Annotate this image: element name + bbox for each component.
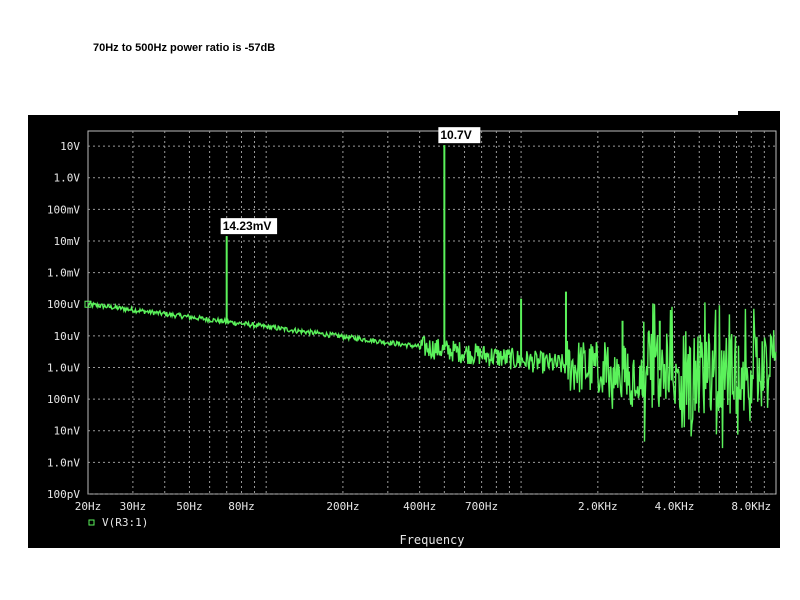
x-tick-label: 30Hz — [120, 500, 147, 513]
power-ratio-caption: 70Hz to 500Hz power ratio is -57dB — [93, 42, 276, 54]
y-tick-label: 10uV — [54, 330, 81, 343]
x-tick-label: 2.0KHz — [578, 500, 618, 513]
x-tick-label: 200Hz — [326, 500, 359, 513]
tick-label-layer: 10V 1.0V 100mV 10mV 1.0mV 100uV 10uV 1.0uV 100nV… — [47, 140, 771, 513]
grid-layer — [87, 130, 777, 495]
x-tick-label: 80Hz — [228, 500, 255, 513]
annotation-label: 14.23mV — [223, 219, 272, 233]
plot-frame — [87, 130, 777, 495]
y-tick-label: 10mV — [54, 235, 81, 248]
y-tick-label: 1.0uV — [47, 361, 80, 374]
window-edge-strip — [738, 111, 780, 115]
annotation-box — [220, 218, 278, 235]
x-tick-label: 8.0KHz — [731, 500, 771, 513]
series-trace-v-r3-1 — [87, 300, 777, 449]
x-axis-label: Frequency — [399, 533, 464, 547]
y-tick-label: 1.0V — [54, 172, 81, 185]
y-tick-label: 100nV — [47, 393, 80, 406]
y-tick-label: 100uV — [47, 298, 80, 311]
trace-layer — [84, 145, 777, 449]
y-tick-label: 1.0nV — [47, 456, 80, 469]
x-tick-label: 400Hz — [403, 500, 436, 513]
legend: V(R3:1) — [88, 516, 148, 529]
series-start-marker — [84, 300, 92, 308]
annotation-label: 10.7V — [440, 128, 471, 142]
x-tick-label: 4.0KHz — [655, 500, 695, 513]
x-tick-label: 20Hz — [75, 500, 102, 513]
legend-series-label: V(R3:1) — [102, 516, 148, 529]
probe-plot-window: 10V 1.0V 100mV 10mV 1.0mV 100uV 10uV 1.0uV 100nV… — [28, 115, 780, 548]
x-tick-label: 50Hz — [176, 500, 203, 513]
y-tick-label: 1.0mV — [47, 267, 80, 280]
annotation-box — [438, 127, 481, 144]
y-tick-label: 10nV — [54, 425, 81, 438]
legend-marker-square — [88, 519, 95, 526]
y-tick-label: 100pV — [47, 488, 80, 501]
annotation-layer: 14.23mV 10.7V — [220, 127, 481, 235]
y-tick-label: 100mV — [47, 203, 80, 216]
y-tick-label: 10V — [60, 140, 80, 153]
spectrum-chart: 10V 1.0V 100mV 10mV 1.0mV 100uV 10uV 1.0uV 100nV… — [47, 127, 777, 547]
x-tick-label: 700Hz — [465, 500, 498, 513]
